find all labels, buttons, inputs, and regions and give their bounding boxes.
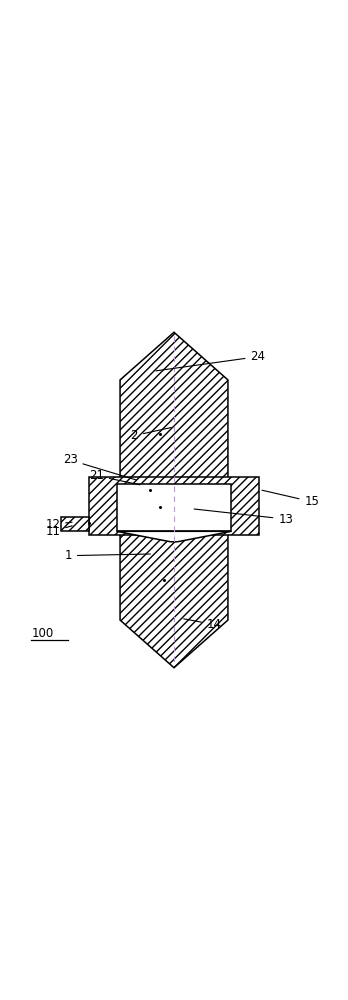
Text: 12: 12	[45, 518, 72, 531]
Polygon shape	[117, 531, 231, 542]
Bar	[89, 477, 259, 535]
Text: 100: 100	[31, 627, 54, 640]
Text: 23: 23	[63, 453, 136, 480]
Text: 11: 11	[45, 525, 72, 538]
Text: 24: 24	[156, 350, 266, 371]
Text: 1: 1	[64, 549, 150, 562]
Text: 2: 2	[130, 428, 171, 442]
Bar	[61, 517, 89, 531]
Text: 13: 13	[194, 509, 293, 526]
Polygon shape	[120, 332, 228, 668]
Text: 14: 14	[184, 618, 222, 631]
Text: 21: 21	[89, 469, 140, 485]
Text: 15: 15	[262, 490, 319, 508]
Bar	[117, 484, 231, 531]
